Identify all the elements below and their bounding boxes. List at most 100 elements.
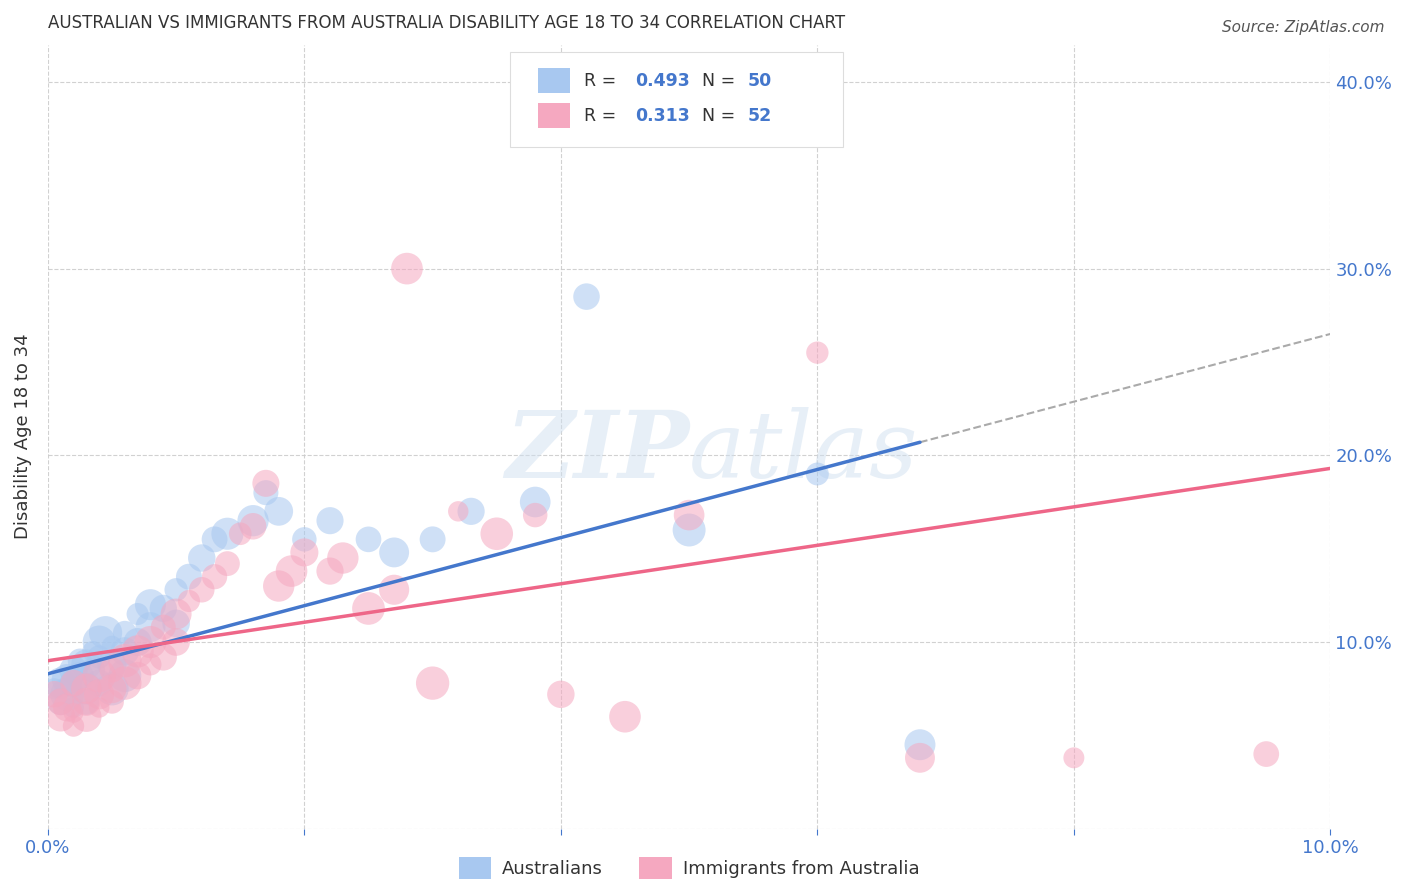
Y-axis label: Disability Age 18 to 34: Disability Age 18 to 34 bbox=[14, 334, 32, 540]
Point bbox=[806, 345, 828, 359]
Point bbox=[75, 695, 97, 709]
Point bbox=[575, 290, 598, 304]
Point bbox=[62, 706, 84, 720]
Point bbox=[49, 695, 72, 709]
Text: 0.493: 0.493 bbox=[636, 71, 690, 89]
Point bbox=[165, 607, 187, 621]
Point bbox=[524, 495, 547, 509]
FancyBboxPatch shape bbox=[537, 103, 569, 128]
Point bbox=[82, 663, 104, 677]
Point bbox=[204, 570, 226, 584]
Point bbox=[101, 663, 124, 677]
Point bbox=[382, 582, 405, 597]
Point bbox=[114, 676, 136, 690]
Point bbox=[139, 598, 162, 612]
Point bbox=[217, 557, 239, 571]
Point bbox=[139, 635, 162, 649]
Point bbox=[75, 657, 97, 672]
Text: 50: 50 bbox=[748, 71, 772, 89]
Point bbox=[114, 644, 136, 658]
Point bbox=[62, 676, 84, 690]
Point bbox=[82, 644, 104, 658]
Point bbox=[101, 681, 124, 696]
Text: 0.313: 0.313 bbox=[636, 107, 690, 125]
Point bbox=[56, 700, 79, 714]
Point bbox=[75, 695, 97, 709]
Point bbox=[1063, 751, 1085, 765]
Point bbox=[152, 601, 174, 615]
Text: 52: 52 bbox=[748, 107, 772, 125]
Text: atlas: atlas bbox=[689, 408, 918, 498]
Point bbox=[319, 514, 342, 528]
Point bbox=[242, 519, 264, 533]
Point bbox=[292, 545, 315, 559]
Point bbox=[550, 687, 572, 701]
Text: R =: R = bbox=[583, 71, 621, 89]
Point bbox=[382, 545, 405, 559]
Point bbox=[75, 710, 97, 724]
Point bbox=[447, 504, 470, 518]
Point bbox=[127, 607, 149, 621]
Point bbox=[114, 654, 136, 668]
Point bbox=[114, 668, 136, 682]
Point bbox=[165, 616, 187, 631]
Point bbox=[485, 526, 508, 541]
Point bbox=[49, 695, 72, 709]
Point bbox=[62, 700, 84, 714]
Point bbox=[69, 654, 91, 668]
Point bbox=[49, 676, 72, 690]
Point bbox=[89, 700, 111, 714]
Point bbox=[422, 676, 444, 690]
Text: N =: N = bbox=[702, 71, 741, 89]
Point bbox=[395, 261, 418, 276]
Point bbox=[75, 681, 97, 696]
Point bbox=[89, 668, 111, 682]
Point bbox=[152, 650, 174, 665]
Point bbox=[908, 751, 931, 765]
Point bbox=[139, 657, 162, 672]
Point bbox=[49, 710, 72, 724]
Point bbox=[101, 681, 124, 696]
Point bbox=[332, 551, 354, 566]
Point bbox=[62, 676, 84, 690]
Point bbox=[177, 570, 200, 584]
Point bbox=[292, 533, 315, 547]
Point bbox=[806, 467, 828, 481]
FancyBboxPatch shape bbox=[537, 68, 569, 93]
Text: Source: ZipAtlas.com: Source: ZipAtlas.com bbox=[1222, 20, 1385, 35]
Point bbox=[678, 508, 700, 522]
Point bbox=[908, 738, 931, 752]
Text: ZIP: ZIP bbox=[505, 408, 689, 498]
Point bbox=[165, 582, 187, 597]
Point bbox=[319, 564, 342, 578]
Point bbox=[89, 650, 111, 665]
Point bbox=[191, 582, 214, 597]
Point bbox=[524, 508, 547, 522]
Text: N =: N = bbox=[702, 107, 741, 125]
Point bbox=[165, 635, 187, 649]
Point bbox=[94, 625, 117, 640]
Point bbox=[89, 635, 111, 649]
Point bbox=[44, 681, 66, 696]
Point bbox=[101, 639, 124, 653]
Text: AUSTRALIAN VS IMMIGRANTS FROM AUSTRALIA DISABILITY AGE 18 TO 34 CORRELATION CHAR: AUSTRALIAN VS IMMIGRANTS FROM AUSTRALIA … bbox=[48, 14, 845, 32]
Point bbox=[267, 579, 290, 593]
Point bbox=[127, 644, 149, 658]
Point bbox=[1256, 747, 1278, 761]
Point bbox=[204, 533, 226, 547]
Point bbox=[242, 514, 264, 528]
Legend: Australians, Immigrants from Australia: Australians, Immigrants from Australia bbox=[451, 850, 927, 887]
Point bbox=[177, 594, 200, 608]
Point bbox=[62, 663, 84, 677]
Point bbox=[280, 564, 302, 578]
Point bbox=[114, 625, 136, 640]
FancyBboxPatch shape bbox=[509, 53, 844, 146]
Point bbox=[101, 657, 124, 672]
Point bbox=[217, 526, 239, 541]
Point bbox=[89, 676, 111, 690]
Point bbox=[191, 551, 214, 566]
Text: R =: R = bbox=[583, 107, 621, 125]
Point bbox=[229, 526, 252, 541]
Point bbox=[254, 485, 277, 500]
Point bbox=[614, 710, 637, 724]
